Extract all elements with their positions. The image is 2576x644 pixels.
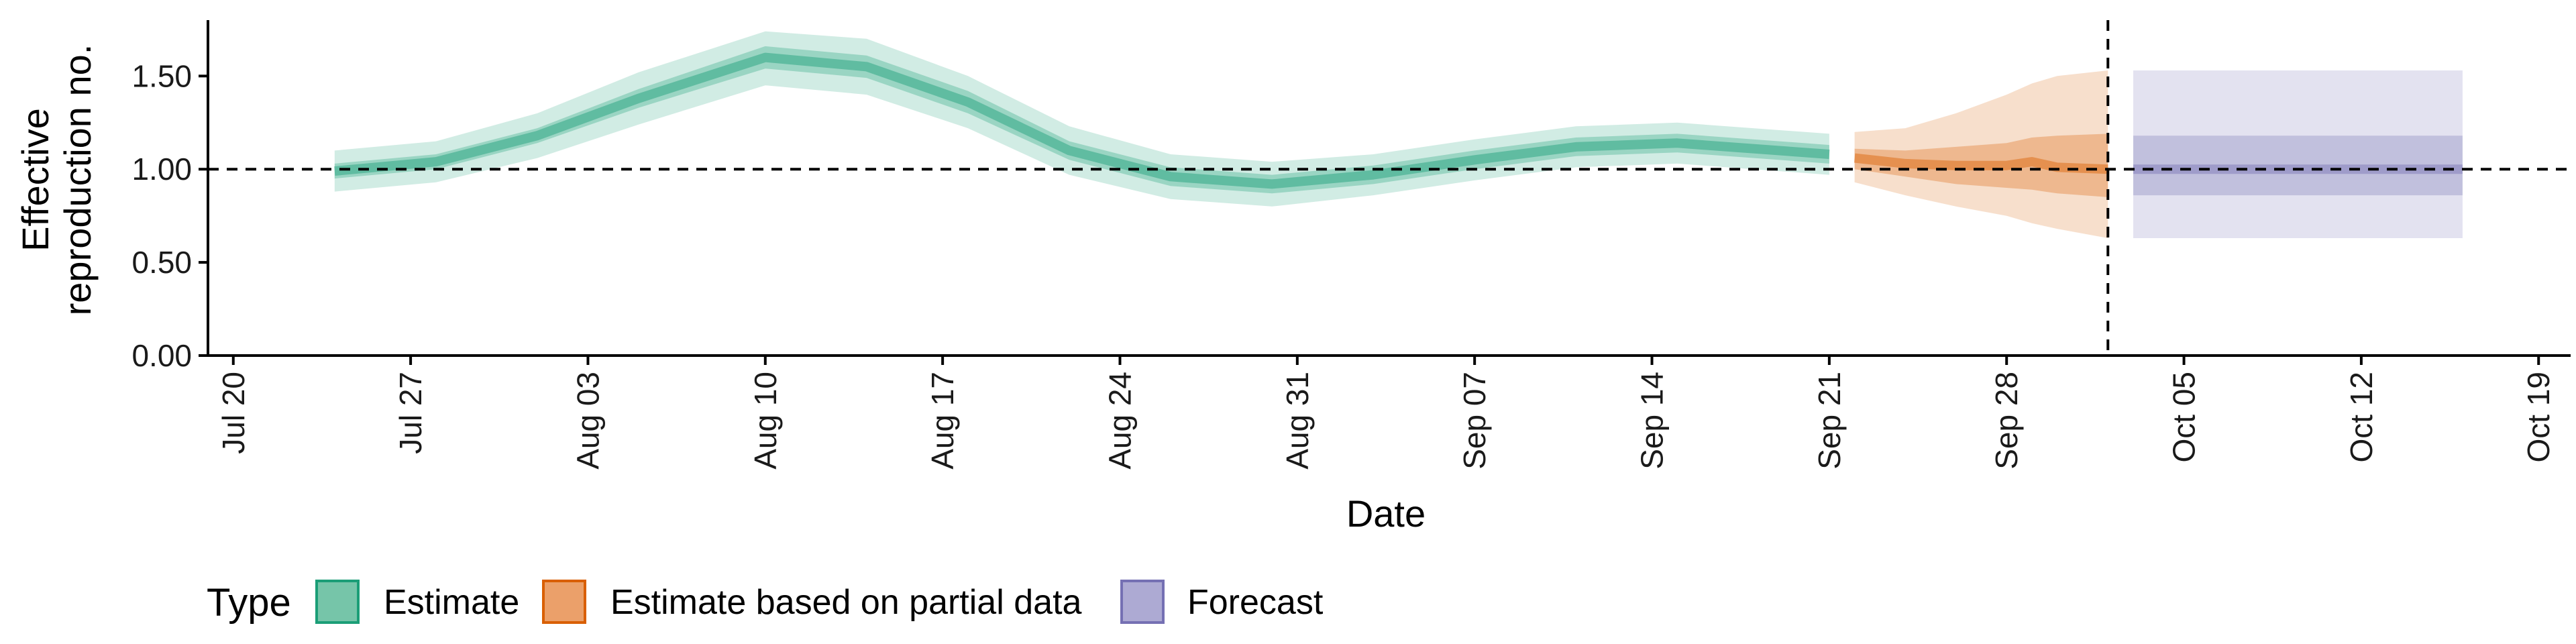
y-tick-label: 0.00 (131, 338, 192, 373)
x-tick-label: Sep 07 (1457, 372, 1492, 470)
band-50-partial (1854, 133, 2108, 197)
x-tick-label: Jul 20 (216, 372, 251, 454)
x-tick-label: Sep 14 (1635, 372, 1670, 470)
y-tick-label: 1.50 (131, 58, 192, 93)
x-tick-label: Oct 05 (2167, 372, 2202, 463)
legend-label-estimate: Estimate (384, 583, 519, 622)
median-estimate (334, 52, 1830, 189)
x-tick-label: Oct 19 (2521, 372, 2556, 463)
ci-bands (334, 31, 2463, 238)
x-ticks: Jul 20 Jul 27 Aug 03 Aug 10 Aug 17 Aug 24 Aug … (216, 356, 2556, 470)
x-tick-label: Aug 24 (1103, 372, 1138, 470)
y-tick-label: 1.00 (131, 152, 192, 186)
band-90-partial (1854, 70, 2108, 238)
x-tick-label: Aug 31 (1280, 372, 1315, 470)
x-tick-label: Aug 03 (571, 372, 606, 470)
band-90-forecast (2133, 70, 2463, 238)
x-axis-title: Date (1346, 492, 1426, 535)
y-tick-label: 0.50 (131, 245, 192, 280)
legend-key-estimate (315, 580, 360, 624)
y-axis-title-line2: reproduction no. (56, 44, 99, 316)
x-tick-label: Aug 17 (925, 372, 960, 470)
legend-label-partial: Estimate based on partial data (610, 583, 1082, 622)
legend-key-forecast (1120, 580, 1165, 624)
y-ticks: 0.00 0.50 1.00 1.50 (131, 58, 208, 373)
median-partial (1854, 153, 2108, 174)
legend: Type Estimate Estimate based on partial … (207, 580, 1324, 625)
x-tick-label: Sep 21 (1812, 372, 1847, 470)
band-50-estimate (334, 46, 1829, 194)
band-50-forecast (2133, 136, 2463, 196)
x-tick-label: Sep 28 (1989, 372, 2024, 470)
x-tick-label: Oct 12 (2344, 372, 2379, 463)
band-90-estimate (334, 31, 1829, 207)
x-tick-label: Aug 10 (748, 372, 783, 470)
legend-key-partial (542, 580, 586, 624)
legend-title: Type (207, 581, 291, 625)
legend-label-forecast: Forecast (1187, 583, 1324, 622)
x-tick-label: Jul 27 (393, 372, 428, 454)
y-axis-title-line1: Effective (14, 108, 56, 252)
